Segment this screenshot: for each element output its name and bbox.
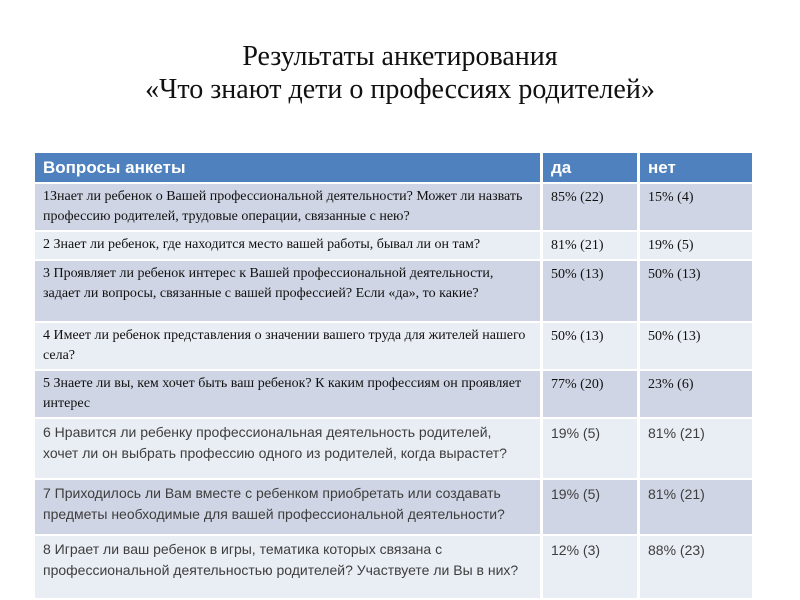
table-row: 7 Приходилось ли Вам вместе с ребенком п… — [35, 480, 752, 536]
yes-cell: 12% (3) — [543, 536, 640, 600]
header-yes: да — [543, 153, 640, 184]
yes-cell: 19% (5) — [543, 480, 640, 536]
question-cell: 8 Играет ли ваш ребенок в игры, тематика… — [35, 536, 543, 600]
question-cell: 5 Знаете ли вы, кем хочет быть ваш ребен… — [35, 371, 543, 419]
question-cell: 3 Проявляет ли ребенок интерес к Вашей п… — [35, 261, 543, 323]
no-cell: 19% (5) — [640, 232, 752, 261]
slide-title-line1: Результаты анкетирования — [242, 41, 558, 72]
yes-cell: 50% (13) — [543, 323, 640, 371]
question-cell: 7 Приходилось ли Вам вместе с ребенком п… — [35, 480, 543, 536]
header-no: нет — [640, 153, 752, 184]
yes-cell: 77% (20) — [543, 371, 640, 419]
table-row: 2 Знает ли ребенок, где находится место … — [35, 232, 752, 261]
no-cell: 23% (6) — [640, 371, 752, 419]
no-cell: 81% (21) — [640, 419, 752, 480]
no-cell: 81% (21) — [640, 480, 752, 536]
survey-results-table: Вопросы анкеты да нет 1Знает ли ребенок … — [35, 153, 752, 600]
no-cell: 88% (23) — [640, 536, 752, 600]
table-header-row: Вопросы анкеты да нет — [35, 153, 752, 184]
slide-title-line2: «Что знают дети о профессиях родителей» — [145, 74, 655, 105]
table-row: 5 Знаете ли вы, кем хочет быть ваш ребен… — [35, 371, 752, 419]
table-row: 6 Нравится ли ребенку профессиональная д… — [35, 419, 752, 480]
yes-cell: 85% (22) — [543, 184, 640, 232]
no-cell: 50% (13) — [640, 323, 752, 371]
slide-title: Результаты анкетирования «Что знают дети… — [0, 40, 800, 106]
header-questions: Вопросы анкеты — [35, 153, 543, 184]
table-row: 3 Проявляет ли ребенок интерес к Вашей п… — [35, 261, 752, 323]
question-cell: 6 Нравится ли ребенку профессиональная д… — [35, 419, 543, 480]
table-row: 8 Играет ли ваш ребенок в игры, тематика… — [35, 536, 752, 600]
question-cell: 2 Знает ли ребенок, где находится место … — [35, 232, 543, 261]
yes-cell: 19% (5) — [543, 419, 640, 480]
no-cell: 15% (4) — [640, 184, 752, 232]
question-cell: 4 Имеет ли ребенок представления о значе… — [35, 323, 543, 371]
question-cell: 1Знает ли ребенок о Вашей профессиональн… — [35, 184, 543, 232]
yes-cell: 50% (13) — [543, 261, 640, 323]
no-cell: 50% (13) — [640, 261, 752, 323]
table-row: 4 Имеет ли ребенок представления о значе… — [35, 323, 752, 371]
table-row: 1Знает ли ребенок о Вашей профессиональн… — [35, 184, 752, 232]
yes-cell: 81% (21) — [543, 232, 640, 261]
